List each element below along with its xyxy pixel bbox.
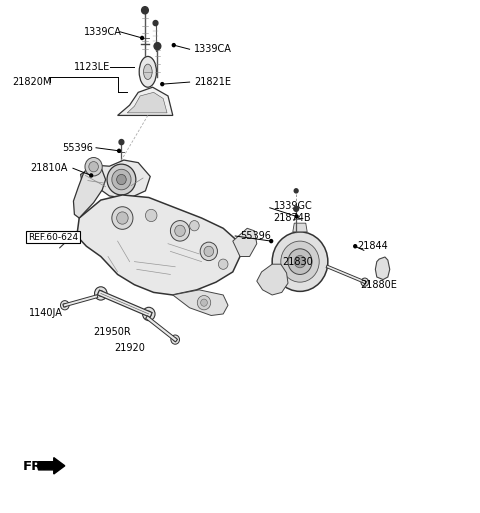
Circle shape (361, 278, 369, 286)
Circle shape (146, 311, 152, 317)
Polygon shape (233, 228, 257, 256)
Text: 1339CA: 1339CA (84, 27, 122, 37)
Text: FR.: FR. (23, 460, 48, 473)
Text: 1339CA: 1339CA (194, 44, 232, 54)
Circle shape (153, 21, 158, 26)
Circle shape (281, 241, 319, 282)
Text: 21810A: 21810A (30, 163, 67, 173)
Circle shape (117, 174, 126, 185)
Text: 21880E: 21880E (360, 280, 397, 290)
Circle shape (141, 36, 144, 40)
Circle shape (190, 221, 199, 231)
Text: 1140JA: 1140JA (29, 308, 63, 318)
Circle shape (295, 215, 298, 218)
Circle shape (60, 301, 69, 310)
Polygon shape (173, 290, 228, 315)
Polygon shape (77, 195, 240, 295)
Circle shape (170, 221, 190, 241)
Circle shape (272, 232, 328, 291)
Polygon shape (118, 87, 173, 115)
Polygon shape (127, 92, 167, 113)
Circle shape (154, 43, 161, 50)
Text: 1339GC: 1339GC (274, 201, 312, 211)
Circle shape (173, 338, 177, 342)
Circle shape (118, 149, 120, 152)
Polygon shape (257, 264, 288, 295)
Text: 21844: 21844 (358, 241, 388, 251)
Ellipse shape (139, 56, 156, 87)
Circle shape (270, 240, 273, 243)
Text: 21830: 21830 (282, 256, 313, 267)
Circle shape (145, 209, 157, 222)
Circle shape (172, 44, 175, 47)
Text: 21950R: 21950R (94, 327, 132, 337)
Circle shape (294, 189, 298, 193)
Text: 1123LE: 1123LE (74, 62, 111, 72)
Circle shape (161, 83, 164, 86)
Circle shape (142, 7, 148, 14)
Circle shape (201, 299, 207, 306)
Circle shape (107, 164, 136, 195)
Circle shape (119, 140, 124, 145)
Circle shape (200, 242, 217, 261)
Circle shape (171, 335, 180, 344)
Circle shape (89, 162, 98, 172)
Polygon shape (73, 162, 106, 218)
Text: 21820M: 21820M (12, 77, 51, 87)
Circle shape (85, 157, 102, 176)
Circle shape (294, 255, 306, 268)
Circle shape (175, 225, 185, 236)
Polygon shape (81, 160, 150, 199)
Circle shape (90, 174, 93, 177)
Circle shape (288, 249, 312, 274)
Circle shape (204, 246, 214, 256)
Circle shape (354, 245, 357, 248)
Text: 55396: 55396 (62, 143, 93, 153)
Circle shape (143, 307, 155, 321)
Circle shape (117, 212, 128, 224)
Polygon shape (38, 458, 65, 474)
Circle shape (98, 290, 104, 297)
Text: 55396: 55396 (240, 231, 271, 241)
Text: 21874B: 21874B (274, 213, 311, 223)
Text: 21821E: 21821E (194, 77, 231, 87)
Circle shape (294, 206, 299, 211)
Circle shape (95, 287, 107, 300)
Circle shape (112, 169, 131, 190)
Circle shape (63, 303, 67, 307)
Circle shape (197, 295, 211, 310)
Circle shape (112, 207, 133, 229)
Text: REF.60-624: REF.60-624 (28, 232, 78, 242)
Polygon shape (375, 257, 390, 280)
Circle shape (363, 281, 366, 284)
Polygon shape (293, 223, 307, 232)
Text: 21920: 21920 (114, 343, 145, 353)
Ellipse shape (144, 64, 152, 80)
Circle shape (218, 259, 228, 269)
